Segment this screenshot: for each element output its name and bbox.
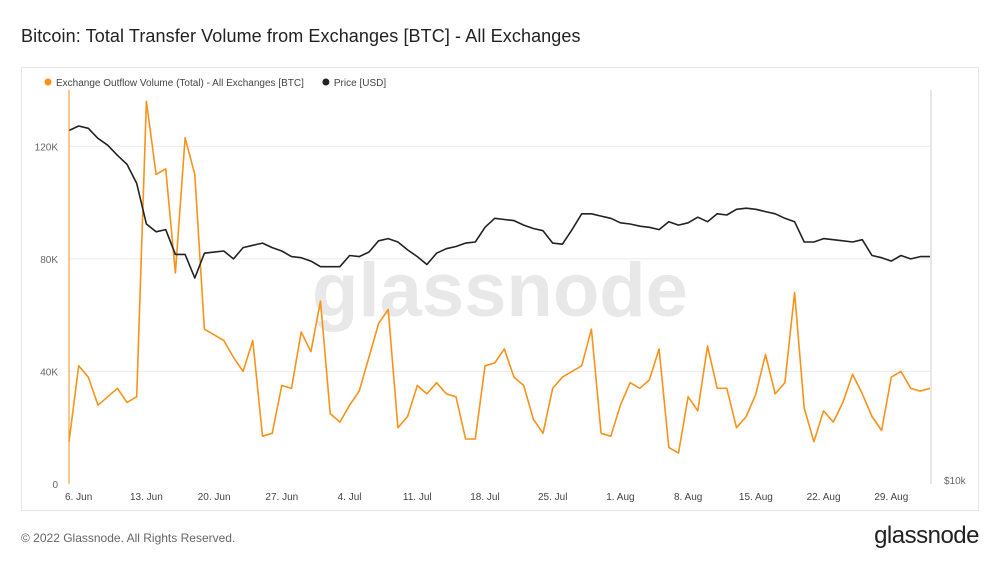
x-tick-label: 8. Aug bbox=[674, 492, 702, 503]
x-axis: 6. Jun 13. Jun 20. Jun 27. Jun 4. Jul 11. Jul… bbox=[65, 492, 908, 503]
watermark: glassnode bbox=[312, 248, 688, 333]
brand-logo: glassnode bbox=[874, 522, 979, 549]
price-line bbox=[68, 125, 930, 279]
x-tick-label: 4. Jul bbox=[338, 492, 362, 503]
y-tick-label: 80K bbox=[40, 255, 58, 266]
x-tick-label: 22. Aug bbox=[807, 492, 841, 503]
legend-marker bbox=[44, 78, 52, 86]
legend-marker bbox=[322, 78, 330, 86]
legend-label[interactable]: Exchange Outflow Volume (Total) - All Ex… bbox=[56, 78, 304, 89]
outflow-volume-line bbox=[68, 100, 931, 454]
x-tick-label: 27. Jun bbox=[265, 492, 298, 503]
y-tick-label: 40K bbox=[40, 367, 58, 378]
chart-title: Bitcoin: Total Transfer Volume from Exch… bbox=[21, 26, 581, 46]
x-tick-label: 18. Jul bbox=[470, 492, 499, 503]
x-tick-label: 20. Jun bbox=[198, 492, 231, 503]
x-tick-label: 25. Jul bbox=[538, 492, 567, 503]
legend: Exchange Outflow Volume (Total) - All Ex… bbox=[44, 78, 386, 89]
x-tick-label: 15. Aug bbox=[739, 492, 773, 503]
y-axis-right-tick-label: $10k bbox=[944, 476, 967, 487]
copyright-footer: © 2022 Glassnode. All Rights Reserved. bbox=[21, 531, 236, 545]
y-tick-label: 120K bbox=[35, 142, 59, 153]
y-axis-left: 0 40K 80K 120K bbox=[35, 142, 59, 491]
series-lines bbox=[68, 100, 931, 454]
x-tick-label: 6. Jun bbox=[65, 492, 92, 503]
chart-panel bbox=[21, 67, 979, 511]
x-tick-label: 29. Aug bbox=[874, 492, 908, 503]
y-tick-label: 0 bbox=[52, 480, 58, 491]
x-tick-label: 11. Jul bbox=[403, 492, 432, 503]
grid-lines bbox=[69, 145, 930, 372]
legend-label[interactable]: Price [USD] bbox=[334, 78, 386, 89]
x-tick-label: 1. Aug bbox=[606, 492, 634, 503]
x-tick-label: 13. Jun bbox=[130, 492, 163, 503]
